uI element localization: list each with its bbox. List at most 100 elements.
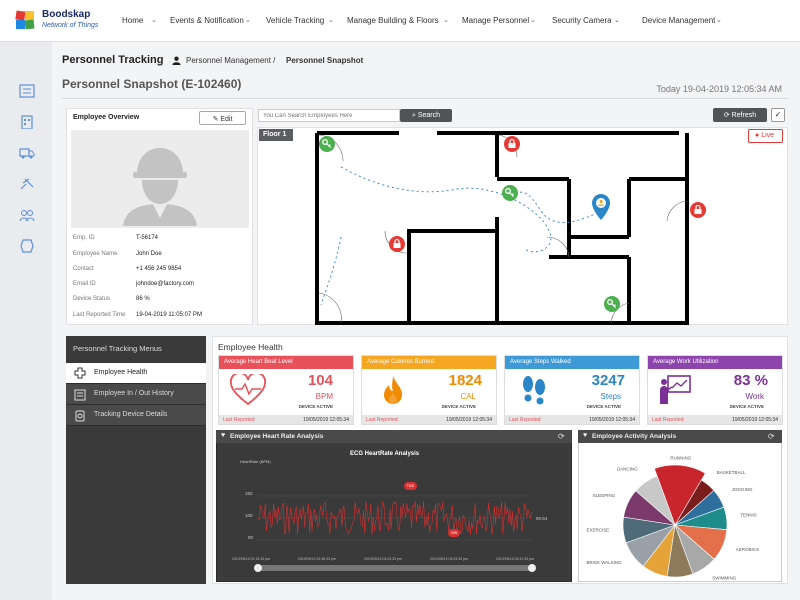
steps-status: DEVICE ACTIVE (586, 404, 621, 409)
check-toggle-button[interactable]: ✓ (771, 108, 785, 122)
activity-pie-chart: RUNNING BASKETBALL JOGGING TENNIS AEROBICS SW… (586, 455, 759, 582)
ecg-slider-handle-right[interactable] (528, 564, 536, 572)
ecg-side-value: 90.54 (536, 516, 548, 521)
refresh-icon[interactable]: ⟳ (768, 432, 775, 441)
work-utilization-footer: Last Reported: 19/05/2019 12:05:34 (648, 415, 782, 424)
breadcrumb-personnel-snapshot: Personnel Snapshot (286, 56, 364, 65)
chevron-down-icon[interactable]: ⌄ (151, 17, 157, 24)
employee-overview-title: Employee Overview (73, 114, 140, 121)
floor-label: Floor 1 (259, 129, 293, 141)
chevron-down-icon[interactable]: ⌄ (443, 17, 449, 24)
key-access-icon[interactable] (319, 136, 335, 152)
steps-footer: Last Reported: 19/05/2019 12:05:34 (505, 415, 639, 424)
check-icon: ✓ (774, 110, 782, 119)
lock-alert-icon[interactable] (504, 136, 520, 152)
pie-label: TENNIS (740, 512, 757, 517)
ecg-y-tick: 100 (245, 513, 253, 518)
steps-value: 3247 (591, 372, 625, 389)
nav-events[interactable]: Events & Notification (170, 16, 244, 25)
menu-in-out-history[interactable]: Employee In / Out History (66, 384, 206, 405)
chevron-down-icon[interactable]: ⌄ (530, 17, 536, 24)
pie-label: BASKETBALL (717, 470, 746, 475)
divider (62, 98, 788, 99)
nav-personnel[interactable]: Manage Personnel (462, 16, 530, 25)
pie-slice-running[interactable] (654, 464, 706, 526)
calories-card-title: Average Calories Burned (362, 356, 496, 369)
search-icon: ⌕ (411, 112, 418, 119)
device-details-icon (75, 410, 85, 422)
satellite-icon[interactable] (19, 177, 35, 191)
refresh-button[interactable]: ⟳ Refresh (713, 108, 767, 122)
calories-value: 1824 (448, 372, 482, 389)
pie-slice-dancing[interactable] (635, 475, 676, 526)
menu-tracking-device-label: Tracking Device Details (94, 411, 168, 418)
menu-tracking-device[interactable]: Tracking Device Details (66, 405, 206, 426)
live-badge[interactable]: ● Live (748, 129, 783, 143)
ecg-x-tick: 2019/05/14 03:41:33 pm (496, 557, 534, 561)
worker-avatar-icon (123, 148, 197, 226)
lock-alert-icon[interactable] (389, 236, 405, 252)
chevron-down-icon[interactable]: ⌄ (245, 17, 251, 24)
truck-icon[interactable] (19, 146, 35, 160)
chevron-down-icon[interactable]: ⌄ (614, 17, 620, 24)
contact-label: Contact (73, 266, 94, 272)
emp-id-label: Emp. ID (73, 235, 95, 241)
flame-icon (384, 376, 402, 404)
reported-time: 19/05/2019 12:05:34 (732, 417, 778, 423)
nav-security[interactable]: Security Camera (552, 16, 612, 25)
presentation-icon (660, 375, 691, 404)
search-button[interactable]: ⌕ Search (400, 109, 452, 122)
top-navbar: Boodskap Network of Things Home ⌄ Events… (0, 0, 800, 42)
nav-device[interactable]: Device Management (642, 16, 716, 25)
dashboard-icon[interactable] (19, 84, 35, 98)
live-badge-label: Live (761, 132, 775, 139)
brand-tagline: Network of Things (42, 22, 99, 29)
building-icon[interactable] (19, 115, 35, 129)
pie-label: SLEEPING (593, 493, 616, 498)
emp-id-value: T-56174 (136, 235, 159, 241)
nav-building[interactable]: Manage Building & Floors (347, 16, 439, 25)
pie-label: SWIMMING (712, 575, 736, 580)
heart-beat-value: 104 (307, 372, 333, 389)
reported-label: Last Reported: (366, 417, 399, 423)
menu-employee-health-label: Employee Health (94, 369, 148, 376)
refresh-button-label: Refresh (731, 112, 757, 119)
users-icon[interactable] (19, 208, 35, 222)
employee-search-input[interactable] (258, 109, 400, 122)
chevron-down-icon[interactable]: ⌄ (716, 17, 722, 24)
device-icon[interactable] (19, 239, 35, 253)
menu-employee-health[interactable]: Employee Health (66, 363, 206, 384)
employee-name-value: John Doe (136, 251, 162, 257)
nav-vehicle[interactable]: Vehicle Tracking (266, 16, 325, 25)
key-access-icon[interactable] (604, 296, 620, 312)
employee-photo (71, 130, 249, 228)
work-utilization-unit: Work (745, 392, 764, 401)
menu-in-out-history-label: Employee In / Out History (94, 390, 174, 397)
user-icon (172, 56, 181, 65)
employee-location-pin-icon[interactable] (592, 194, 610, 220)
lock-alert-icon[interactable] (690, 202, 706, 218)
breadcrumb-personnel-management[interactable]: Personnel Management / (186, 56, 276, 65)
boodskap-logo-icon (15, 10, 35, 30)
heart-beat-footer: Last Reported: 19/05/2019 12:05:34 (219, 415, 353, 424)
ecg-slider-handle-left[interactable] (254, 564, 262, 572)
heart-beat-card-title: Average Heart Beat Level (219, 356, 353, 369)
ecg-zoom-slider[interactable] (258, 565, 532, 571)
device-status-value: 86 % (136, 296, 150, 302)
chevron-down-icon[interactable]: ⌄ (328, 17, 334, 24)
work-utilization-status: DEVICE ACTIVE (729, 404, 764, 409)
nav-home[interactable]: Home (122, 16, 144, 25)
refresh-icon[interactable]: ⟳ (558, 432, 565, 441)
reported-time: 19/05/2019 12:05:34 (303, 417, 349, 423)
history-icon (74, 389, 86, 401)
heart-beat-card: Average Heart Beat Level 104 BPM DEVICE … (218, 355, 354, 425)
heart-small-icon: ♥ (221, 432, 226, 439)
medical-cross-icon (74, 367, 86, 379)
pie-label: JOGGING (732, 487, 753, 492)
edit-button[interactable]: ✎ Edit (199, 111, 246, 125)
key-access-icon[interactable] (502, 185, 518, 201)
ecg-y-axis-label: HeartRate (BPM) (240, 459, 271, 464)
brand-name: Boodskap (42, 9, 91, 20)
contact-value: +1 456 245 9854 (136, 266, 182, 272)
pie-label: AEROBICS (736, 547, 759, 552)
